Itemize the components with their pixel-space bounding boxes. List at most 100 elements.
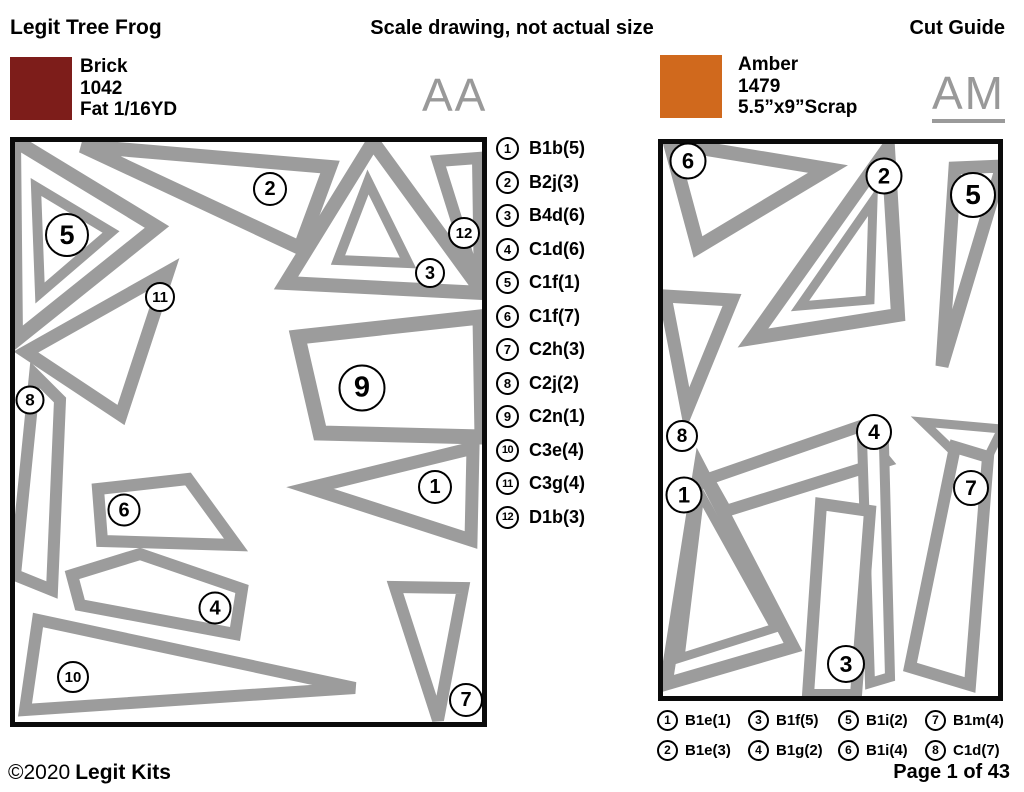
legend-number-circle: 7 (496, 338, 519, 362)
fabric-color-name: Amber (738, 54, 799, 75)
legend-item-6: 6 B1i(4) (838, 735, 925, 765)
piece-marker-2: 2 (865, 157, 903, 195)
legend-number-circle: 9 (496, 405, 519, 429)
legend-piece-label: C1d(7) (953, 741, 1000, 759)
legend-item-7: 7 C2h(3) (496, 333, 585, 367)
legend-item-5: 5 B1i(2) (838, 705, 925, 735)
legend-number-circle: 11 (496, 472, 519, 496)
piece-marker-3: 3 (415, 258, 445, 288)
legend-item-3: 3 B4d(6) (496, 199, 585, 233)
legend-aa: 1 B1b(5) 2 B2j(3) 3 B4d(6) 4 C1d(6) 5 C1f(1) 6 C1f(… (496, 132, 585, 534)
legend-piece-label: C1f(7) (529, 305, 581, 326)
legend-item-1: 1 B1b(5) (496, 132, 585, 166)
legend-piece-label: C2n(1) (529, 406, 586, 427)
legend-piece-label: B1g(2) (776, 741, 823, 759)
piece-marker-3: 3 (827, 645, 865, 683)
piece-marker-6: 6 (669, 142, 707, 180)
legend-piece-label: C2j(2) (529, 372, 580, 393)
piece-marker-7: 7 (449, 683, 483, 717)
cut-layout-am-drawing (658, 139, 1003, 701)
legend-item-4: 4 C1d(6) (496, 233, 585, 267)
legend-item-5: 5 C1f(1) (496, 266, 585, 300)
legend-piece-label: C3g(4) (529, 473, 586, 494)
legend-number-circle: 2 (657, 739, 678, 761)
piece-marker-1: 1 (418, 470, 452, 504)
piece-marker-5: 5 (950, 172, 996, 218)
legend-number-circle: 7 (925, 709, 946, 731)
legend-item-10: 10 C3e(4) (496, 434, 585, 468)
legend-number-circle: 8 (496, 371, 519, 395)
copyright-line: ©2020 Legit Kits (8, 761, 171, 785)
legend-piece-label: B4d(6) (529, 205, 586, 226)
legend-number-circle: 6 (838, 739, 859, 761)
fabric-piece (790, 185, 878, 312)
piece-marker-6: 6 (107, 493, 141, 527)
legend-item-3: 3 B1f(5) (748, 705, 838, 735)
legend-piece-label: C1d(6) (529, 238, 586, 259)
fabric-piece (386, 580, 471, 722)
legend-piece-label: B1b(5) (529, 138, 586, 159)
legend-number-circle: 2 (496, 170, 519, 194)
piece-marker-4: 4 (856, 414, 892, 450)
cut-layout-aa: 5 2 12 3 11 8 9 1 6 4 10 7 (10, 137, 487, 727)
legend-piece-label: C2h(3) (529, 339, 586, 360)
panel-border (658, 139, 1003, 701)
fabric-piece (661, 139, 848, 258)
piece-marker-7: 7 (953, 470, 989, 506)
legend-am: 1 B1e(1) 2 B1e(3) 3 B1f(5) 4 B1g(2) 5 B1i(2) 6 B1i(… (657, 705, 1004, 765)
scale-note: Scale drawing, not actual size (370, 17, 654, 39)
fabric-color-name: Brick (80, 56, 128, 77)
legend-piece-label: D1b(3) (529, 506, 586, 527)
legend-item-6: 6 C1f(7) (496, 300, 585, 334)
fabric-piece (10, 361, 67, 599)
legend-piece-label: B1m(4) (953, 711, 1004, 729)
fabric-piece (903, 439, 995, 693)
fabric-piece (330, 169, 417, 269)
fabric-piece (13, 258, 180, 426)
legend-item-9: 9 C2n(1) (496, 400, 585, 434)
legend-piece-label: B2j(3) (529, 171, 580, 192)
amber-color-swatch (660, 55, 722, 118)
fabric-color-number: 1479 (738, 75, 781, 97)
piece-marker-1: 1 (665, 476, 703, 514)
legend-item-7: 7 B1m(4) (925, 705, 1004, 735)
legend-piece-label: B1i(2) (866, 711, 908, 729)
fabric-piece (288, 308, 487, 445)
legend-number-circle: 6 (496, 304, 519, 328)
amber-swatch-info: Amber 1479 5.5”x9”Scrap (738, 54, 857, 119)
piece-marker-5: 5 (45, 213, 89, 257)
fabric-piece (18, 612, 357, 717)
legend-number-circle: 10 (496, 438, 519, 462)
legend-number-circle: 4 (748, 739, 769, 761)
piece-marker-8: 8 (15, 385, 45, 415)
page-section-title: Cut Guide (909, 17, 1005, 39)
legend-item-2: 2 B1e(3) (657, 735, 748, 765)
brand-name: Legit Kits (75, 761, 171, 784)
fabric-color-number: 1042 (80, 77, 123, 99)
fabric-piece (674, 478, 782, 665)
piece-marker-4: 4 (198, 591, 232, 625)
fabric-piece (79, 139, 340, 258)
legend-number-circle: 1 (496, 137, 519, 161)
legend-piece-label: B1i(4) (866, 741, 908, 759)
legend-item-1: 1 B1e(1) (657, 705, 748, 735)
copyright-year: ©2020 (8, 761, 71, 784)
fabric-cut-size: Fat 1/16YD (80, 99, 178, 120)
section-code-am: AM (932, 70, 1005, 123)
legend-piece-label: B1e(3) (685, 741, 731, 759)
legend-number-circle: 4 (496, 237, 519, 261)
legend-item-11: 11 C3g(4) (496, 467, 585, 501)
section-code-aa: AA (422, 69, 488, 121)
legend-number-circle: 12 (496, 505, 519, 529)
piece-marker-9: 9 (338, 364, 386, 412)
legend-piece-label: C3e(4) (529, 439, 585, 460)
cut-layout-am: 6 2 5 8 1 4 7 3 (658, 139, 1003, 701)
fabric-cut-size: 5.5”x9”Scrap (738, 97, 858, 118)
legend-item-2: 2 B2j(3) (496, 166, 585, 200)
legend-number-circle: 8 (925, 739, 946, 761)
piece-marker-2: 2 (253, 172, 287, 206)
piece-marker-8: 8 (666, 420, 698, 452)
legend-number-circle: 3 (748, 709, 769, 731)
piece-marker-11: 11 (145, 282, 175, 312)
